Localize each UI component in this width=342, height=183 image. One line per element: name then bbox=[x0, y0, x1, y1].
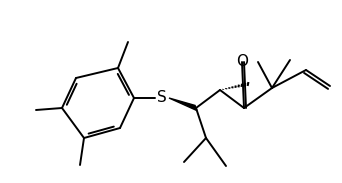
Text: S: S bbox=[157, 91, 167, 106]
Text: O: O bbox=[236, 55, 248, 70]
Polygon shape bbox=[169, 98, 197, 111]
